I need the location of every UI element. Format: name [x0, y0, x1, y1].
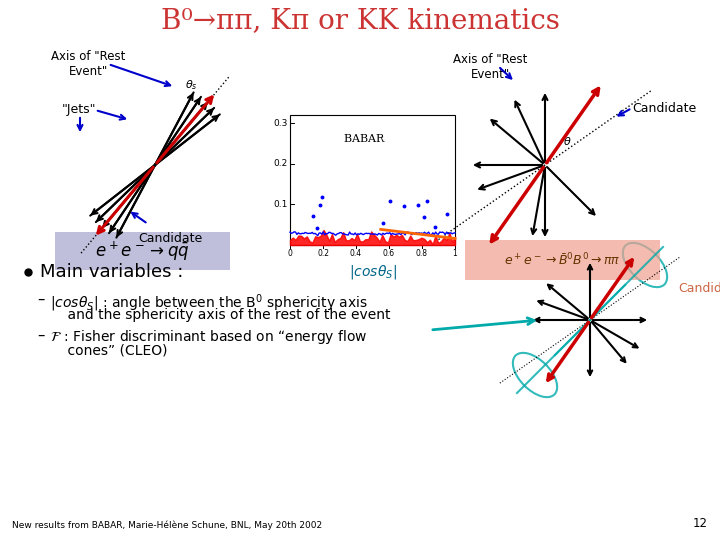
Text: 0.1: 0.1	[274, 200, 288, 209]
Text: 0.8: 0.8	[416, 249, 428, 258]
Text: $\mathcal{F}$ : Fisher discriminant based on “energy flow: $\mathcal{F}$ : Fisher discriminant base…	[50, 328, 368, 346]
Text: $|cos\theta_S|$: $|cos\theta_S|$	[348, 263, 397, 281]
Text: $\it{e}^+\it{e}^- \rightarrow \bar{B}^0 B^0 \rightarrow \pi\pi$: $\it{e}^+\it{e}^- \rightarrow \bar{B}^0 …	[504, 252, 621, 268]
Text: $|cos\theta_S|$ : angle between the B$^0$ sphericity axis: $|cos\theta_S|$ : angle between the B$^0…	[50, 292, 368, 314]
Text: 0.3: 0.3	[274, 119, 288, 127]
Text: Candidate: Candidate	[678, 281, 720, 294]
Text: 0.2: 0.2	[317, 249, 329, 258]
Text: Candidate: Candidate	[138, 232, 202, 245]
Text: $\theta$: $\theta$	[563, 135, 572, 147]
Text: "Jets": "Jets"	[62, 104, 96, 117]
Text: 12: 12	[693, 517, 708, 530]
Text: –: –	[38, 328, 55, 343]
Text: Axis of "Rest
Event": Axis of "Rest Event"	[453, 53, 527, 81]
Text: 0.6: 0.6	[383, 249, 395, 258]
Text: $\theta_s$: $\theta_s$	[185, 78, 198, 92]
Text: Candidate: Candidate	[632, 102, 696, 114]
Text: Main variables :: Main variables :	[40, 263, 184, 281]
Text: 0.4: 0.4	[350, 249, 362, 258]
Text: 1: 1	[453, 249, 457, 258]
Text: cones” (CLEO): cones” (CLEO)	[50, 344, 168, 358]
Bar	[290, 115, 455, 245]
Text: 0.2: 0.2	[274, 159, 288, 168]
Text: New results from BABAR, Marie-Hélène Schune, BNL, May 20th 2002: New results from BABAR, Marie-Hélène Sch…	[12, 521, 322, 530]
Bar	[55, 232, 230, 270]
Bar	[465, 240, 660, 280]
Text: B$\mathregular{ABAR}$: B$\mathregular{ABAR}$	[343, 132, 386, 144]
Text: 0: 0	[287, 249, 292, 258]
Text: and the sphericity axis of the rest of the event: and the sphericity axis of the rest of t…	[50, 308, 390, 322]
Text: –: –	[38, 292, 55, 307]
Text: $\it{e}^+\it{e}^- \rightarrow q\bar{q}$: $\it{e}^+\it{e}^- \rightarrow q\bar{q}$	[95, 239, 190, 262]
Text: Axis of "Rest
Event": Axis of "Rest Event"	[51, 50, 125, 78]
Text: B⁰→ππ, Kπ or KK kinematics: B⁰→ππ, Kπ or KK kinematics	[161, 7, 559, 34]
